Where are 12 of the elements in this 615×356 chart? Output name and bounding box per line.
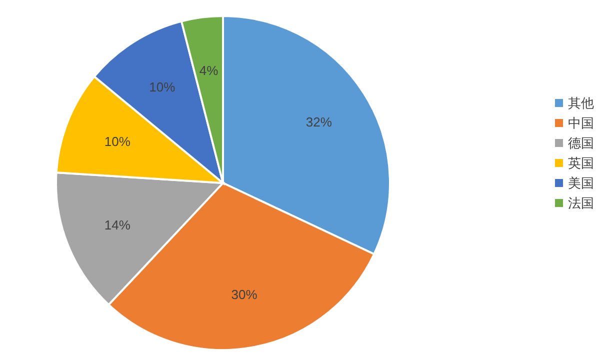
- data-label: 30%: [231, 287, 258, 302]
- data-label: 4%: [199, 62, 219, 78]
- data-label: 10%: [149, 80, 176, 95]
- data-label: 10%: [104, 134, 131, 149]
- data-label: 32%: [306, 114, 332, 130]
- legend-label: 德国: [568, 136, 594, 152]
- legend-label: 中国: [568, 116, 594, 132]
- legend-label: 其他: [568, 96, 594, 112]
- data-label: 14%: [104, 217, 131, 232]
- legend-label: 法国: [568, 196, 594, 212]
- legend-label: 美国: [568, 176, 594, 192]
- legend-label: 英国: [568, 156, 594, 172]
